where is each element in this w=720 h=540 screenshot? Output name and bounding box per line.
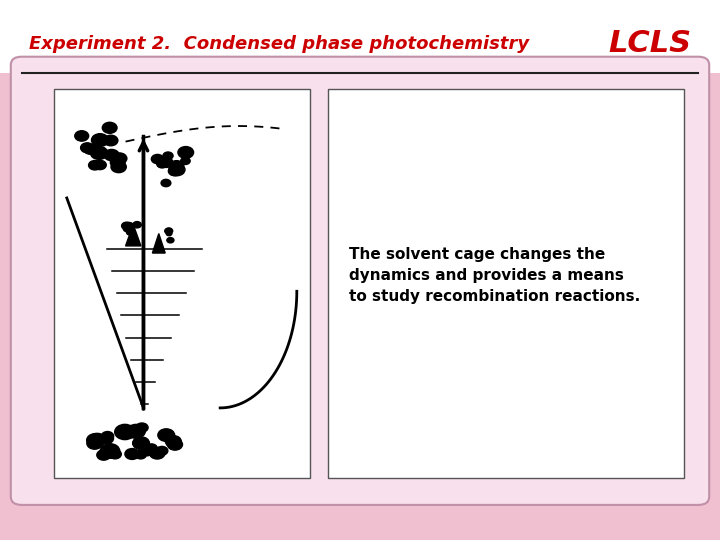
Polygon shape bbox=[125, 225, 141, 246]
Circle shape bbox=[156, 447, 168, 455]
Circle shape bbox=[89, 434, 106, 446]
Circle shape bbox=[168, 166, 181, 176]
Text: The solvent cage changes the
dynamics and provides a means
to study recombinatio: The solvent cage changes the dynamics an… bbox=[349, 247, 641, 304]
Circle shape bbox=[139, 444, 154, 456]
Circle shape bbox=[94, 160, 107, 170]
Circle shape bbox=[157, 160, 168, 168]
Circle shape bbox=[146, 444, 157, 453]
Circle shape bbox=[114, 424, 135, 440]
Circle shape bbox=[158, 429, 175, 441]
Circle shape bbox=[166, 436, 181, 448]
Circle shape bbox=[160, 158, 173, 167]
Circle shape bbox=[178, 146, 194, 158]
Circle shape bbox=[102, 122, 117, 133]
Circle shape bbox=[104, 135, 118, 146]
Circle shape bbox=[102, 431, 114, 441]
Circle shape bbox=[100, 444, 120, 458]
Circle shape bbox=[127, 230, 135, 235]
Bar bbox=[328, 89, 684, 478]
Circle shape bbox=[181, 157, 190, 165]
Circle shape bbox=[165, 228, 173, 234]
Circle shape bbox=[125, 426, 140, 438]
Circle shape bbox=[134, 426, 145, 435]
Circle shape bbox=[122, 222, 132, 230]
Text: Experiment 2.  Condensed phase photochemistry: Experiment 2. Condensed phase photochemi… bbox=[29, 35, 529, 53]
Circle shape bbox=[81, 143, 94, 153]
Circle shape bbox=[151, 154, 163, 164]
Circle shape bbox=[124, 222, 134, 230]
Circle shape bbox=[161, 179, 171, 187]
Circle shape bbox=[84, 144, 97, 154]
Bar bbox=[54, 89, 310, 478]
Circle shape bbox=[127, 424, 145, 438]
Circle shape bbox=[133, 221, 141, 228]
Circle shape bbox=[87, 437, 102, 449]
Circle shape bbox=[166, 228, 171, 232]
Circle shape bbox=[130, 426, 142, 435]
Circle shape bbox=[110, 157, 125, 168]
Circle shape bbox=[75, 131, 89, 141]
Circle shape bbox=[169, 160, 184, 172]
Bar bbox=[0, 0, 720, 73]
FancyBboxPatch shape bbox=[11, 57, 709, 505]
Circle shape bbox=[101, 434, 114, 443]
Circle shape bbox=[109, 449, 121, 459]
Circle shape bbox=[89, 160, 101, 170]
Circle shape bbox=[150, 447, 165, 459]
Circle shape bbox=[112, 153, 127, 164]
Circle shape bbox=[136, 423, 148, 432]
Circle shape bbox=[167, 238, 174, 243]
Circle shape bbox=[86, 434, 104, 447]
Circle shape bbox=[91, 146, 108, 159]
Circle shape bbox=[132, 437, 150, 449]
Circle shape bbox=[111, 161, 126, 173]
Circle shape bbox=[163, 152, 173, 160]
Circle shape bbox=[166, 232, 172, 235]
Circle shape bbox=[123, 226, 130, 232]
Circle shape bbox=[96, 450, 111, 460]
Circle shape bbox=[168, 439, 182, 450]
Circle shape bbox=[135, 450, 146, 459]
Polygon shape bbox=[153, 234, 165, 253]
Circle shape bbox=[91, 134, 109, 146]
Circle shape bbox=[104, 150, 119, 161]
Circle shape bbox=[111, 154, 125, 164]
Text: LCLS: LCLS bbox=[608, 29, 691, 58]
Circle shape bbox=[125, 449, 140, 460]
Circle shape bbox=[169, 164, 185, 176]
